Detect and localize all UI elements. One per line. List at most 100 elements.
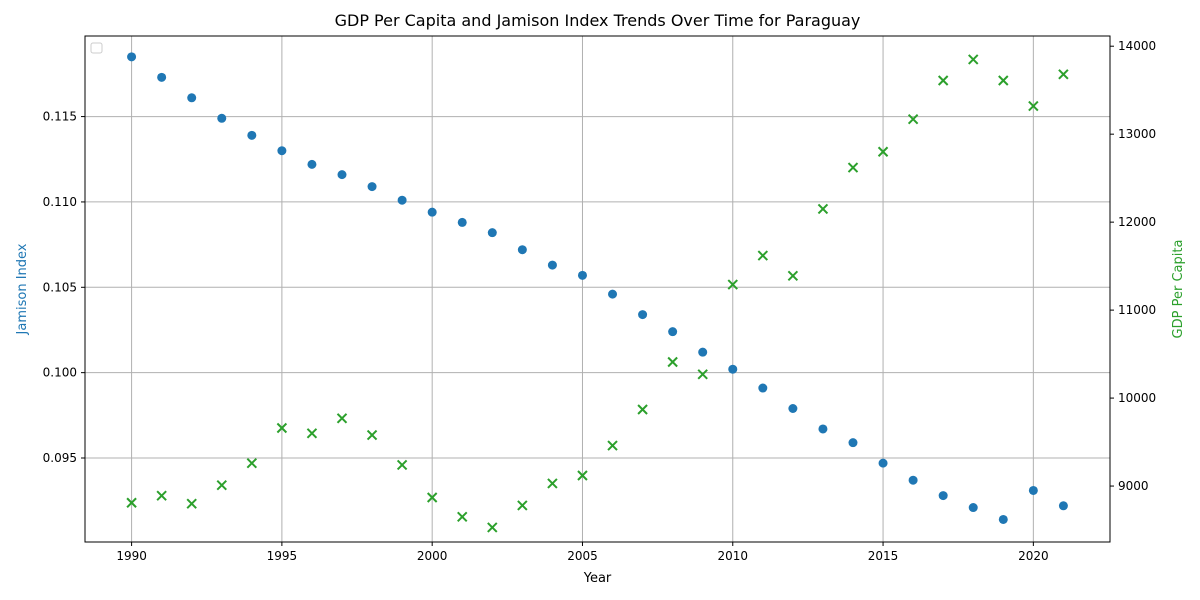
gdp-per-capita-point (1028, 100, 1039, 112)
gdp-per-capita-point (727, 279, 738, 290)
y-right-tick-label: 9000 (1118, 479, 1149, 493)
chart-title: GDP Per Capita and Jamison Index Trends … (335, 11, 861, 30)
jamison-index-point (758, 383, 768, 393)
gdp-point-stroke (607, 440, 618, 451)
gdp-point-stroke (757, 250, 769, 261)
gdp-per-capita-point (968, 54, 979, 65)
x-tick-label: 2020 (1018, 549, 1049, 563)
gdp-point-stroke (396, 459, 408, 471)
jamison-index-point (307, 159, 317, 169)
jamison-index-point (367, 182, 377, 192)
series-jamison-index (127, 52, 1068, 524)
gdp-per-capita-point (697, 369, 708, 380)
gdp-per-capita-point (487, 522, 498, 533)
gdp-per-capita-point (667, 356, 678, 368)
gdp-per-capita-point (907, 114, 919, 125)
y-left-tick-label: 0.110 (43, 195, 77, 209)
gdp-point-stroke (937, 75, 949, 86)
gdp-point-stroke (1028, 100, 1039, 112)
jamison-index-point (668, 327, 678, 337)
jamison-index-point (638, 310, 648, 320)
gdp-per-capita-point (877, 146, 889, 157)
jamison-index-point (788, 404, 798, 414)
gdp-point-stroke (186, 498, 197, 509)
gdp-point-stroke (667, 356, 678, 368)
gdp-point-stroke (877, 146, 889, 157)
jamison-index-point (457, 217, 467, 227)
gdp-point-stroke (336, 413, 348, 424)
y-right-tick-label: 14000 (1118, 39, 1156, 53)
gdp-per-capita-point (998, 75, 1009, 86)
x-tick-label: 2010 (717, 549, 748, 563)
x-tick-label: 1990 (116, 549, 147, 563)
y-left-tick-label: 0.095 (43, 451, 77, 465)
jamison-index-point (547, 260, 557, 270)
y-left-tick-label: 0.115 (43, 110, 77, 124)
jamison-index-point (517, 245, 527, 255)
jamison-index-point (217, 113, 227, 123)
jamison-index-point (277, 146, 287, 156)
jamison-index-point (848, 438, 858, 448)
grid (85, 36, 1110, 542)
gdp-point-stroke (1058, 69, 1069, 80)
gdp-point-stroke (968, 54, 979, 65)
x-tick-label: 2015 (868, 549, 899, 563)
jamison-index-point (577, 270, 587, 280)
jamison-index-point (608, 289, 618, 299)
gdp-point-stroke (547, 478, 558, 489)
y-left-tick-label: 0.100 (43, 366, 77, 380)
y-right-tick-label: 13000 (1118, 127, 1156, 141)
y-left-axis-label: Jamison Index (15, 243, 30, 335)
jamison-index-point (878, 458, 888, 468)
legend-box (90, 42, 103, 54)
gdp-per-capita-point (186, 498, 197, 509)
gdp-point-stroke (998, 75, 1009, 86)
series-layer (126, 52, 1069, 533)
gdp-per-capita-point (517, 500, 528, 511)
gdp-per-capita-point (607, 440, 618, 451)
x-tick-label: 2000 (417, 549, 448, 563)
gdp-per-capita-point (246, 457, 258, 469)
gdp-per-capita-point (216, 479, 227, 491)
jamison-index-point (998, 514, 1008, 524)
jamison-index-point (247, 130, 257, 140)
gdp-point-stroke (276, 422, 288, 434)
jamison-index-point (1028, 485, 1038, 495)
gdp-point-stroke (216, 479, 227, 491)
jamison-index-point (968, 503, 978, 513)
gdp-per-capita-point (577, 470, 588, 481)
x-tick-label: 1995 (267, 549, 298, 563)
gdp-point-stroke (246, 457, 258, 469)
gdp-per-capita-point (126, 497, 137, 508)
gdp-per-capita-point (757, 250, 769, 261)
gdp-per-capita-point (276, 422, 288, 434)
jamison-index-point (427, 207, 437, 217)
gdp-point-stroke (817, 203, 829, 215)
gdp-per-capita-point (366, 429, 378, 441)
gdp-per-capita-point (336, 413, 348, 424)
gdp-point-stroke (156, 490, 167, 501)
gdp-point-stroke (306, 428, 318, 439)
gdp-per-capita-point (457, 511, 468, 523)
jamison-index-point (1058, 501, 1068, 511)
jamison-index-point (187, 93, 197, 103)
gdp-per-capita-point (1058, 69, 1069, 80)
x-axis-label: Year (583, 571, 612, 586)
gdp-per-capita-point (396, 459, 408, 471)
jamison-index-point (487, 228, 497, 238)
gdp-per-capita-point (787, 270, 799, 282)
gdp-point-stroke (517, 500, 528, 511)
y-right-tick-label: 12000 (1118, 215, 1156, 229)
x-tick-label: 2005 (567, 549, 598, 563)
gdp-point-stroke (907, 114, 919, 125)
gdp-point-stroke (366, 429, 378, 441)
jamison-index-point (908, 475, 918, 485)
y-right-tick-label: 10000 (1118, 391, 1156, 405)
gdp-per-capita-point (426, 492, 438, 503)
gdp-point-stroke (847, 162, 859, 173)
gdp-per-capita-point (156, 490, 167, 501)
gdp-per-capita-point (637, 404, 648, 415)
jamison-index-point (127, 52, 137, 62)
